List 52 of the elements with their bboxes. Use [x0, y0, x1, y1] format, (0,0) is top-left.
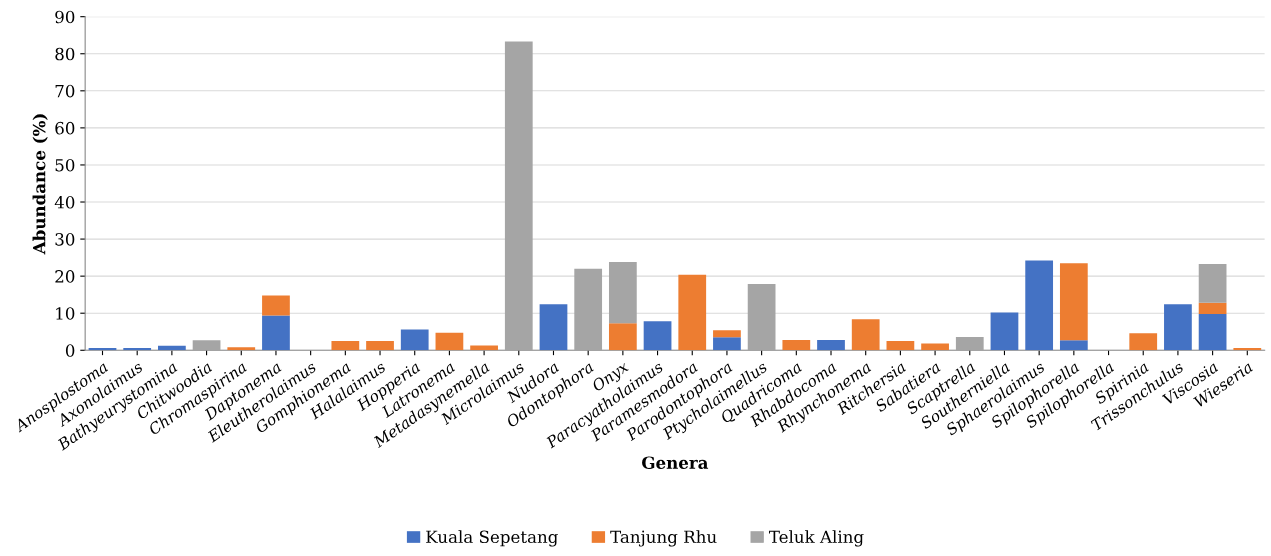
- bar: [1198, 313, 1227, 351]
- y-axis-title: Abundance (%): [32, 114, 48, 255]
- bar: [227, 347, 256, 351]
- bar: [851, 319, 880, 351]
- bar: [1198, 263, 1227, 303]
- bar: [608, 323, 637, 351]
- y-tick-label: 50: [55, 158, 75, 172]
- bar: [366, 341, 394, 351]
- bar: [713, 337, 741, 351]
- y-tick-label: 40: [54, 195, 75, 209]
- bar: [678, 274, 707, 351]
- bar: [886, 341, 915, 351]
- bar: [192, 340, 221, 351]
- y-tick-label: 20: [55, 270, 75, 283]
- bar: [331, 341, 360, 351]
- y-tick-label: 0: [65, 344, 75, 357]
- bar: [262, 295, 290, 316]
- y-tick-label: 10: [56, 307, 75, 320]
- y-tick-label: 60: [55, 121, 75, 135]
- bar: [990, 312, 1019, 351]
- bar: [435, 332, 464, 351]
- bar: [470, 345, 498, 351]
- legend-label: Tanjung Rhu: [610, 530, 717, 547]
- y-tick-label: 90: [55, 10, 75, 24]
- bar: [955, 336, 984, 351]
- bar: [400, 329, 429, 351]
- bar: [1164, 304, 1192, 351]
- x-axis-title: Genera: [642, 456, 709, 469]
- bar: [713, 330, 741, 338]
- bar: [782, 339, 811, 351]
- bar: [123, 348, 152, 351]
- bar: [504, 41, 533, 351]
- bar: [747, 283, 776, 351]
- bar: [262, 315, 290, 351]
- y-tick-label: 70: [55, 84, 75, 98]
- y-tick-label: 80: [55, 47, 75, 61]
- bar: [1025, 260, 1054, 351]
- bar: [1129, 333, 1158, 351]
- bar: [539, 304, 568, 351]
- bar: [1198, 302, 1227, 314]
- y-tick-label: 30: [55, 233, 75, 246]
- bar: [643, 321, 672, 351]
- legend-label: Teluk Aling: [769, 530, 864, 547]
- bar: [608, 262, 637, 324]
- bar: [1233, 348, 1262, 351]
- bar: [817, 339, 845, 351]
- bar: [158, 345, 186, 351]
- bar: [574, 268, 603, 351]
- bar: [921, 343, 949, 351]
- bar: [1059, 263, 1088, 341]
- legend-label: Kuala Sepetang: [426, 530, 558, 547]
- bar: [1059, 340, 1088, 351]
